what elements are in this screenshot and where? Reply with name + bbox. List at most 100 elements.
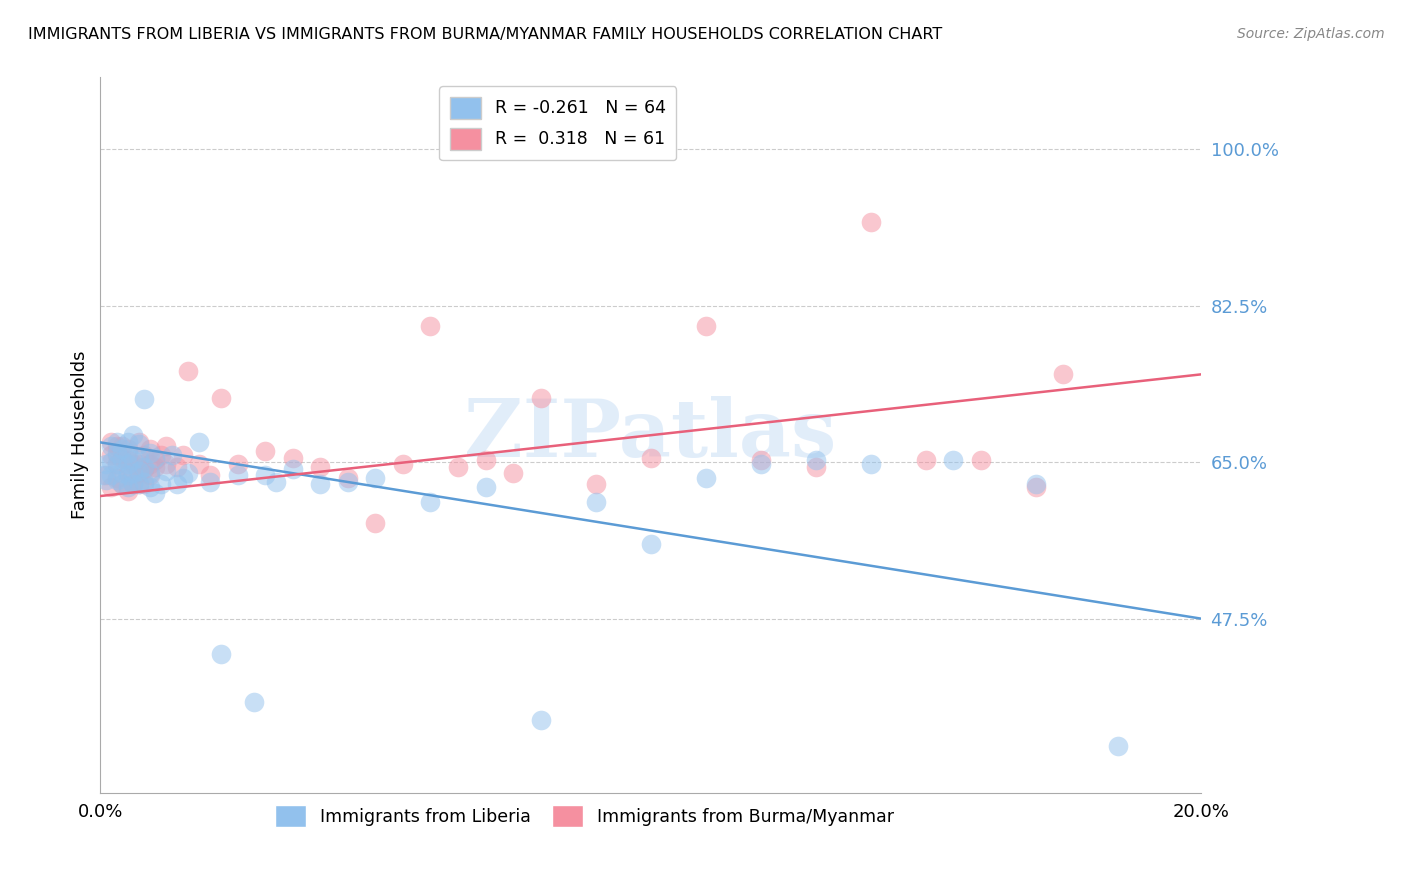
Point [160,448,183,462]
Point [134,392,156,407]
Point [447,459,470,474]
Point [474,480,496,494]
Point [266,475,288,489]
Point [149,448,172,462]
Point [177,364,200,378]
Point [914,453,936,467]
Point [419,495,441,509]
Point [145,450,167,465]
Point [117,483,139,498]
Point [100,468,122,483]
Point [166,459,188,474]
Point [859,215,882,229]
Point [392,457,415,471]
Point [111,453,134,467]
Point [336,475,359,489]
Point [254,468,277,483]
Point [243,695,266,709]
Text: ZIPatlas: ZIPatlas [464,396,837,475]
Y-axis label: Family Households: Family Households [72,351,89,519]
Point [134,475,156,489]
Point [122,428,145,442]
Point [640,450,662,465]
Point [209,391,232,405]
Point [134,477,156,491]
Point [1107,739,1129,754]
Point [122,453,145,467]
Point [281,462,304,476]
Point [281,450,304,465]
Point [585,495,607,509]
Point [177,466,200,480]
Point [309,477,332,491]
Point [585,477,607,491]
Point [117,442,139,456]
Point [105,435,128,450]
Point [128,477,150,491]
Legend: Immigrants from Liberia, Immigrants from Burma/Myanmar: Immigrants from Liberia, Immigrants from… [269,798,901,834]
Point [91,468,114,483]
Point [200,475,222,489]
Point [804,453,827,467]
Point [139,442,162,456]
Point [105,471,128,485]
Point [364,516,387,530]
Point [149,477,172,491]
Point [100,455,122,469]
Point [336,471,359,485]
Point [117,468,139,483]
Point [640,537,662,551]
Point [155,439,177,453]
Point [139,466,162,480]
Point [111,466,134,480]
Point [474,453,496,467]
Point [188,435,211,450]
Point [139,457,162,471]
Point [128,435,150,450]
Point [695,319,717,334]
Point [1025,480,1047,494]
Point [155,464,177,478]
Point [188,457,211,471]
Point [859,457,882,471]
Point [166,477,188,491]
Point [134,459,156,474]
Point [117,435,139,450]
Point [942,453,965,467]
Point [155,457,177,471]
Text: Source: ZipAtlas.com: Source: ZipAtlas.com [1237,27,1385,41]
Point [1025,477,1047,491]
Point [254,444,277,458]
Point [128,437,150,451]
Point [111,477,134,491]
Point [172,448,194,462]
Point [139,480,162,494]
Point [502,466,524,480]
Point [105,448,128,462]
Point [94,468,117,483]
Point [117,453,139,467]
Point [226,468,249,483]
Point [134,448,156,462]
Point [111,442,134,456]
Point [100,448,122,462]
Point [145,459,167,474]
Point [117,446,139,460]
Point [111,439,134,453]
Point [100,480,122,494]
Point [139,468,162,483]
Point [172,471,194,485]
Point [122,468,145,483]
Point [529,713,551,727]
Point [364,471,387,485]
Point [105,457,128,471]
Point [970,453,993,467]
Point [105,446,128,460]
Point [117,457,139,471]
Point [94,457,117,471]
Point [804,459,827,474]
Point [122,466,145,480]
Point [749,453,772,467]
Point [117,466,139,480]
Point [105,457,128,471]
